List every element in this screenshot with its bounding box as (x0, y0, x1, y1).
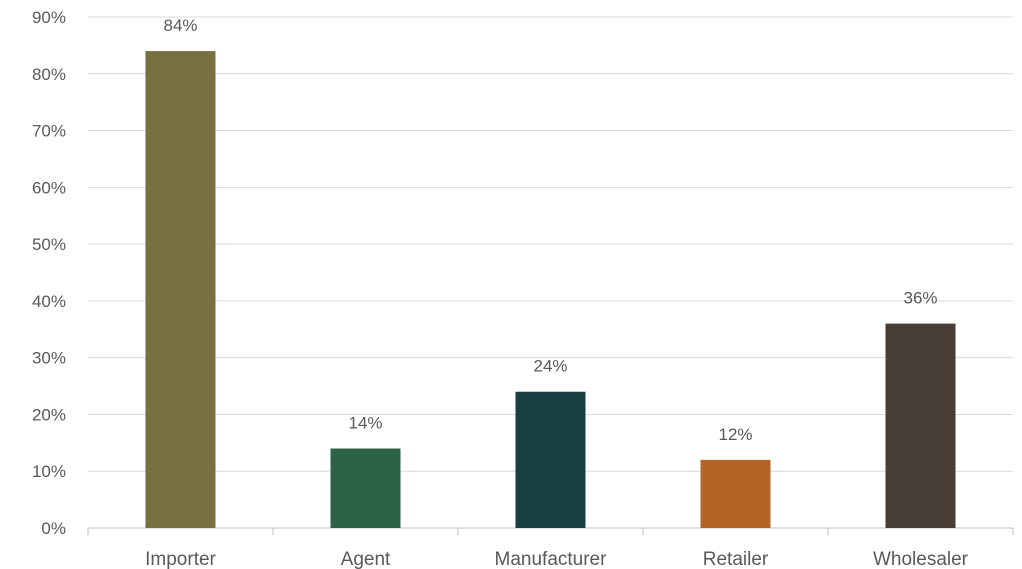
data-labels: 84% 14% 24% 12% 36% (163, 16, 937, 444)
x-tick-label: Manufacturer (495, 549, 608, 569)
y-tick-label: 10% (32, 462, 66, 481)
bar-retailer (700, 459, 771, 528)
y-tick-label: 20% (32, 405, 66, 424)
y-tick-label: 90% (32, 8, 66, 27)
x-tick-label: Retailer (703, 549, 769, 569)
y-tick-label: 40% (32, 292, 66, 311)
bar-importer (145, 51, 216, 529)
data-label: 84% (163, 16, 197, 35)
data-label: 24% (533, 357, 567, 376)
data-label: 36% (903, 289, 937, 308)
y-tick-label: 60% (32, 178, 66, 197)
y-tick-label: 80% (32, 65, 66, 84)
y-tick-label: 30% (32, 349, 66, 368)
bars (145, 51, 956, 529)
gridlines (87, 16, 1014, 535)
y-tick-label: 0% (41, 519, 66, 538)
y-axis-ticks: 0% 10% 20% 30% 40% 50% 60% 70% 80% 90% (32, 8, 66, 538)
x-tick-label: Wholesaler (873, 549, 969, 569)
bar-manufacturer (515, 391, 586, 528)
y-tick-label: 50% (32, 235, 66, 254)
data-label: 12% (718, 425, 752, 444)
data-label: 14% (348, 414, 382, 433)
bar-wholesaler (885, 323, 956, 528)
x-tick-label: Importer (145, 549, 216, 569)
bar-agent (330, 448, 401, 528)
x-axis-ticks: Importer Agent Manufacturer Retailer Wholesa… (145, 549, 969, 569)
x-tick-label: Agent (341, 549, 391, 569)
y-tick-label: 70% (32, 122, 66, 141)
